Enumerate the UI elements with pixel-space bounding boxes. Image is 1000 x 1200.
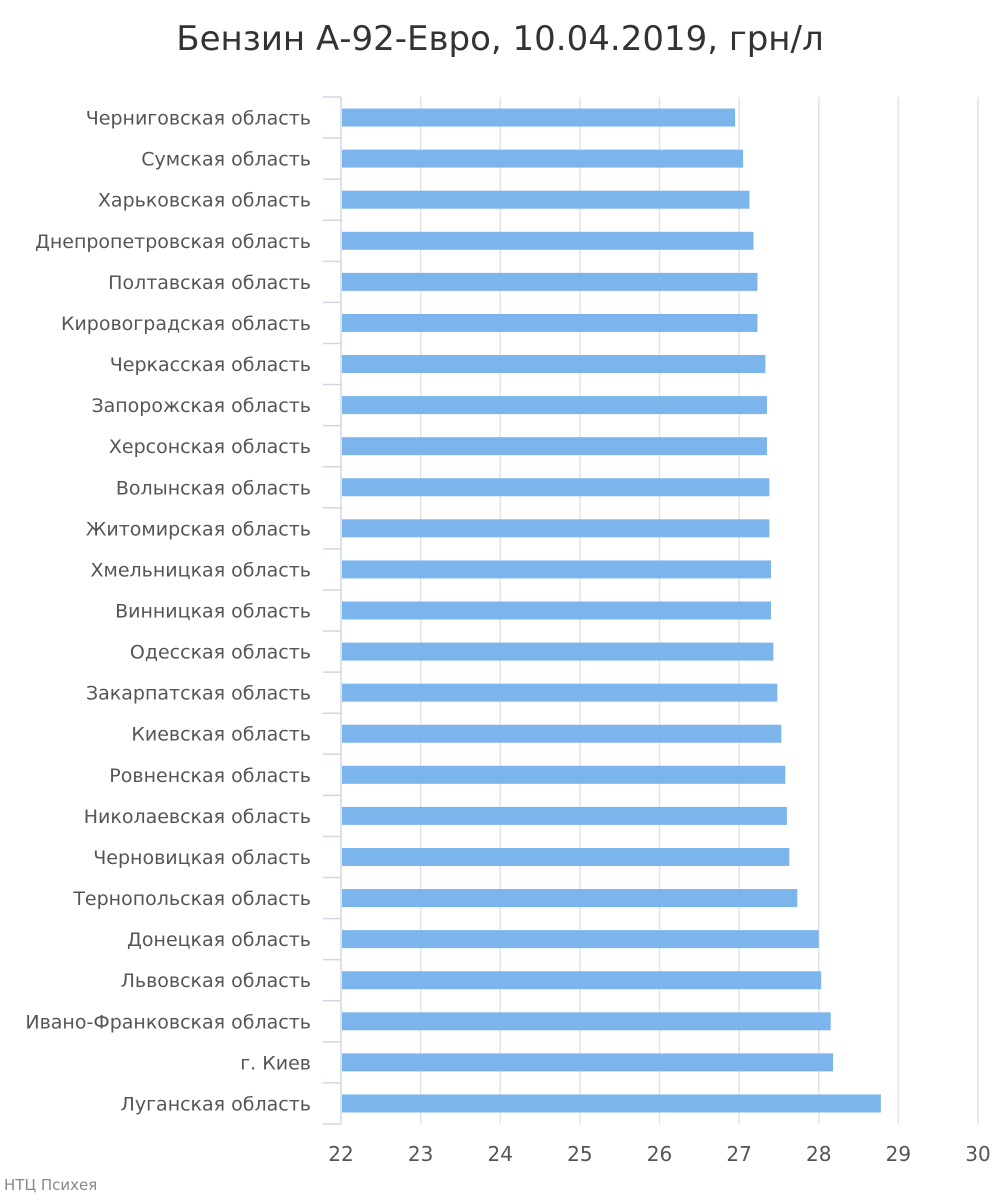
bar bbox=[342, 478, 770, 497]
x-tick-label: 22 bbox=[328, 1142, 353, 1166]
category-label: Волынская область bbox=[116, 477, 311, 499]
x-tick-label: 28 bbox=[806, 1142, 831, 1166]
category-label: Хмельницкая область bbox=[90, 559, 311, 581]
bar bbox=[342, 765, 786, 784]
category-label: г. Киев bbox=[240, 1052, 311, 1074]
bar bbox=[342, 601, 771, 620]
bars bbox=[342, 108, 881, 1113]
category-label: Черкасская область bbox=[110, 354, 311, 376]
x-tick-label: 23 bbox=[408, 1142, 433, 1166]
category-label: Харьковская область bbox=[98, 190, 311, 212]
bar bbox=[342, 313, 758, 332]
chart-title: Бензин А-92-Евро, 10.04.2019, грн/л bbox=[176, 19, 823, 59]
bar bbox=[342, 519, 770, 538]
credit-text: НТЦ Психея bbox=[4, 1176, 97, 1194]
bar bbox=[342, 355, 766, 374]
x-tick-label: 26 bbox=[647, 1142, 672, 1166]
category-label: Черниговская область bbox=[86, 108, 311, 130]
bar bbox=[342, 1053, 834, 1072]
bar bbox=[342, 724, 782, 743]
x-tick-label: 30 bbox=[965, 1142, 990, 1166]
x-tick-label: 27 bbox=[726, 1142, 751, 1166]
category-label: Донецкая область bbox=[127, 929, 311, 951]
category-label: Одесская область bbox=[130, 642, 311, 664]
category-label: Херсонская область bbox=[109, 436, 311, 458]
bar bbox=[342, 149, 744, 168]
bar bbox=[342, 1012, 831, 1031]
category-label: Тернопольская область bbox=[72, 888, 311, 910]
bar bbox=[342, 231, 754, 250]
category-label: Закарпатская область bbox=[86, 683, 311, 705]
category-labels: Черниговская область Сумская область Харьк… bbox=[25, 108, 311, 1116]
category-label: Запорожская область bbox=[91, 395, 311, 417]
category-label: Николаевская область bbox=[84, 806, 311, 828]
bar bbox=[342, 930, 819, 949]
category-label: Полтавская область bbox=[108, 272, 311, 294]
category-label: Черновицкая область bbox=[93, 847, 311, 869]
bar bbox=[342, 889, 798, 908]
bar bbox=[342, 190, 750, 209]
x-tick-label: 25 bbox=[567, 1142, 592, 1166]
category-label: Львовская область bbox=[121, 970, 311, 992]
value-axis-ticks: 22 23 24 25 26 27 28 29 30 bbox=[328, 1142, 990, 1166]
x-tick-label: 24 bbox=[488, 1142, 513, 1166]
category-label: Кировоградская область bbox=[61, 313, 311, 335]
category-label: Винницкая область bbox=[115, 601, 311, 623]
category-label: Ивано-Франковская область bbox=[25, 1011, 311, 1033]
x-tick-label: 29 bbox=[886, 1142, 911, 1166]
bar bbox=[342, 396, 767, 415]
category-label: Киевская область bbox=[131, 724, 311, 746]
bar bbox=[342, 971, 822, 990]
bar bbox=[342, 272, 758, 291]
category-axis bbox=[323, 96, 342, 1125]
category-label: Житомирская область bbox=[86, 518, 311, 540]
category-label: Ровненская область bbox=[109, 765, 311, 787]
bar bbox=[342, 1094, 881, 1113]
bar bbox=[342, 642, 774, 661]
bar bbox=[342, 806, 787, 825]
bar bbox=[342, 683, 778, 702]
bar bbox=[342, 560, 771, 579]
bar bbox=[342, 108, 736, 127]
category-label: Сумская область bbox=[141, 149, 311, 171]
bar bbox=[342, 847, 790, 866]
category-label: Днепропетровская область bbox=[35, 231, 311, 253]
bar bbox=[342, 437, 767, 456]
category-label: Луганская область bbox=[121, 1093, 311, 1115]
